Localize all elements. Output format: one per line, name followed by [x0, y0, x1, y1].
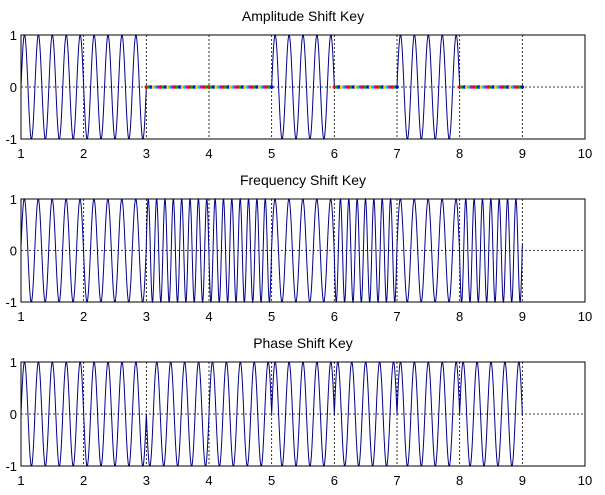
subplot-2: Frequency Shift Key 1 2 3 4 5 6 7 8 9 10 -1 0 1	[5, 172, 592, 324]
y-tick-label: -1	[5, 459, 17, 474]
signal-line	[20, 361, 523, 467]
x-tick-label: 1	[17, 473, 24, 488]
y-tick-label: -1	[5, 132, 17, 147]
zero-marker	[520, 85, 525, 89]
x-tick-label: 1	[17, 309, 24, 324]
subplot-3: Phase Shift Key 1 2 3 4 5 6 7 8 9 10 -1 0 1	[5, 335, 592, 488]
x-tick-label: 7	[393, 309, 400, 324]
subplot-1: Amplitude Shift Key 1 2 3 4 5 6 7 8 9 10 -1 0 1	[5, 8, 592, 161]
x-tick-label: 2	[80, 473, 87, 488]
x-tick-label: 8	[456, 309, 463, 324]
x-tick-label: 5	[268, 473, 275, 488]
x-tick-label: 10	[578, 309, 592, 324]
y-tick-label: 1	[10, 28, 17, 43]
y-tick-label: 0	[10, 407, 17, 422]
x-tick-label: 4	[205, 146, 212, 161]
y-tick-label: 1	[10, 355, 17, 370]
x-tick-label: 10	[578, 146, 592, 161]
chart-title: Amplitude Shift Key	[242, 8, 364, 24]
x-tick-label: 3	[143, 146, 150, 161]
x-tick-label: 7	[393, 146, 400, 161]
zero-marker	[395, 85, 399, 89]
x-tick-label: 5	[268, 309, 275, 324]
x-tick-label: 3	[143, 309, 150, 324]
x-tick-label: 2	[80, 146, 87, 161]
y-tick-label: -1	[5, 295, 17, 310]
x-tick-label: 7	[393, 473, 400, 488]
x-tick-label: 3	[143, 473, 150, 488]
zero-marker	[269, 85, 274, 89]
x-tick-label: 10	[578, 473, 592, 488]
chart-title: Phase Shift Key	[253, 335, 353, 351]
axes-frame	[20, 198, 586, 303]
x-tick-label: 1	[17, 146, 24, 161]
axes-frame	[20, 361, 586, 467]
x-tick-label: 5	[268, 146, 275, 161]
x-tick-label: 4	[205, 473, 212, 488]
signal-line	[20, 197, 523, 304]
x-tick-label: 4	[205, 309, 212, 324]
x-tick-label: 8	[456, 146, 463, 161]
axes-frame	[20, 34, 586, 140]
x-tick-label: 8	[456, 473, 463, 488]
x-tick-label: 9	[519, 146, 526, 161]
x-tick-label: 9	[519, 309, 526, 324]
chart-title: Frequency Shift Key	[240, 172, 366, 188]
y-tick-label: 0	[10, 244, 17, 259]
x-tick-label: 6	[331, 309, 338, 324]
x-tick-label: 2	[80, 309, 87, 324]
x-tick-label: 6	[331, 473, 338, 488]
x-tick-label: 9	[519, 473, 526, 488]
x-tick-label: 6	[331, 146, 338, 161]
y-tick-label: 1	[10, 192, 17, 207]
y-tick-label: 0	[10, 80, 17, 95]
